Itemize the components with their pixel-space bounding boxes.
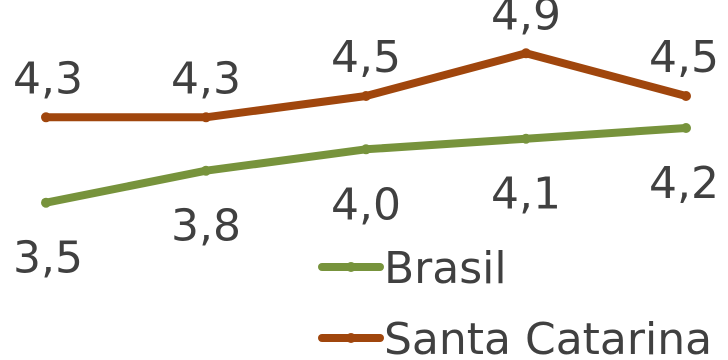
- legend-marker-santa-catarina: [346, 333, 356, 343]
- data-label-brasil-2: 4,0: [331, 179, 401, 230]
- data-point-santa-catarina-0: [41, 112, 51, 123]
- data-label-santa-catarina-4: 4,5: [649, 32, 719, 83]
- data-label-brasil-1: 3,8: [171, 201, 241, 252]
- legend-label-brasil: Brasil: [384, 243, 507, 294]
- data-label-santa-catarina-3: 4,9: [491, 0, 561, 40]
- data-point-santa-catarina-1: [201, 112, 211, 123]
- data-point-brasil-3: [521, 133, 531, 144]
- data-point-brasil-2: [361, 144, 371, 155]
- data-point-brasil-1: [201, 165, 211, 176]
- legend-marker-brasil: [346, 262, 356, 272]
- legend: Brasil Santa Catarina: [318, 243, 712, 360]
- data-label-santa-catarina-1: 4,3: [171, 53, 241, 104]
- data-label-santa-catarina-2: 4,5: [331, 32, 401, 83]
- data-label-layer: 3,5 3,8 4,0 4,1 4,2 4,3 4,3 4,5 4,9 4,5: [13, 0, 719, 284]
- data-point-santa-catarina-2: [361, 91, 371, 101]
- legend-entry-santa-catarina: Santa Catarina: [318, 314, 712, 360]
- legend-entry-brasil: Brasil: [318, 243, 507, 294]
- data-label-santa-catarina-0: 4,3: [13, 53, 83, 104]
- data-label-brasil-0: 3,5: [13, 233, 83, 284]
- data-point-brasil-4: [681, 123, 691, 133]
- data-point-santa-catarina-4: [681, 91, 691, 101]
- data-label-brasil-3: 4,1: [491, 169, 561, 220]
- series-layer: [41, 48, 691, 208]
- legend-label-santa-catarina: Santa Catarina: [384, 314, 712, 360]
- data-label-brasil-4: 4,2: [649, 158, 719, 209]
- data-point-brasil-0: [41, 197, 51, 208]
- data-point-santa-catarina-3: [521, 48, 531, 59]
